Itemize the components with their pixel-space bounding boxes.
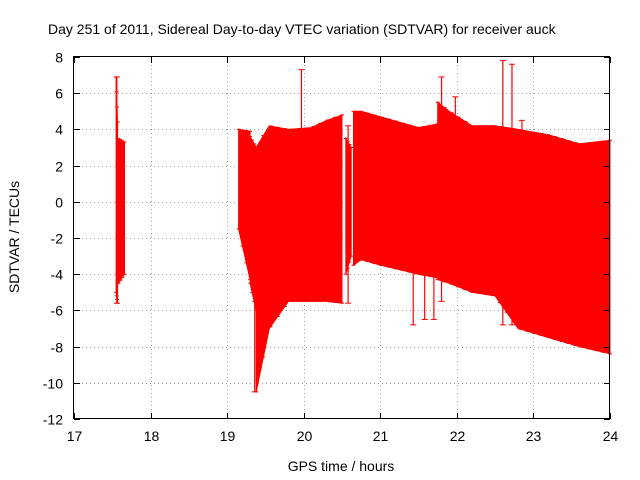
error-bar-band xyxy=(437,101,611,355)
y-tick-label: 0 xyxy=(55,195,63,211)
error-bar-band xyxy=(117,137,125,285)
x-axis-label: GPS time / hours xyxy=(288,458,395,474)
error-bar-band xyxy=(255,114,343,393)
y-tick-label: 8 xyxy=(55,50,63,66)
plot-frame xyxy=(73,56,610,419)
x-tick-label: 18 xyxy=(144,428,160,444)
x-tick-label: 22 xyxy=(450,428,466,444)
x-tick-label: 24 xyxy=(603,428,619,444)
y-axis-label: SDTVAR / TECUs xyxy=(6,181,22,293)
y-tick-label: -6 xyxy=(51,303,64,319)
x-tick-label: 23 xyxy=(526,428,542,444)
chart-title: Day 251 of 2011, Sidereal Day-to-day VTE… xyxy=(48,21,557,37)
y-tick-label: 2 xyxy=(55,159,63,175)
x-tick-label: 21 xyxy=(373,428,389,444)
data-series xyxy=(113,60,612,393)
y-tick-label: -2 xyxy=(51,231,64,247)
y-tick-label: -10 xyxy=(43,376,63,392)
y-tick-label: -8 xyxy=(51,340,64,356)
y-tick-label: -4 xyxy=(51,267,64,283)
y-tick-label: 4 xyxy=(55,122,63,138)
error-bar-band xyxy=(238,128,251,280)
x-tick-label: 20 xyxy=(297,428,313,444)
y-tick-label: -12 xyxy=(43,412,63,428)
y-tick-label: 6 xyxy=(55,86,63,102)
x-tick-label: 17 xyxy=(67,428,83,444)
x-tick-label: 19 xyxy=(220,428,236,444)
